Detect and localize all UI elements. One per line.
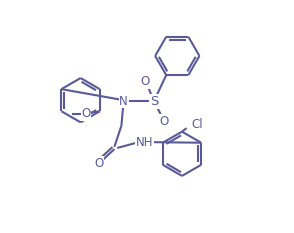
Text: O: O xyxy=(95,157,104,170)
Text: S: S xyxy=(150,95,158,108)
Text: Cl: Cl xyxy=(191,118,203,131)
Text: NH: NH xyxy=(136,136,153,149)
Text: O: O xyxy=(81,107,91,120)
Text: O: O xyxy=(140,75,149,88)
Text: N: N xyxy=(119,95,128,108)
Text: O: O xyxy=(160,115,169,128)
